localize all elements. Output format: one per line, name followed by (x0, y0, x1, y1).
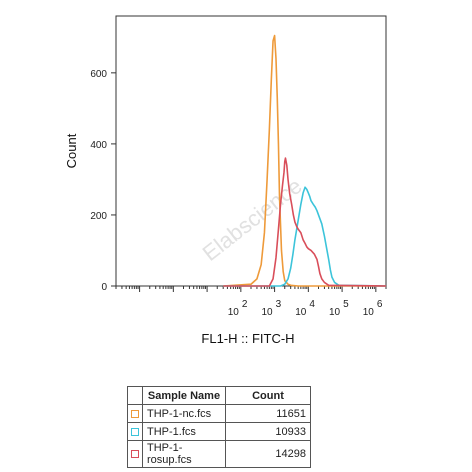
legend-row: THP-1.fcs 10933 (127, 422, 311, 441)
legend-swatch-thp1 (131, 427, 139, 436)
plot-frame (115, 15, 387, 287)
legend-header-sample-name: Sample Name (142, 386, 226, 405)
legend-row: THP-1-rosup.fcs 14298 (127, 440, 311, 468)
legend-header-color (127, 386, 143, 405)
legend-swatch-cell (127, 422, 143, 441)
legend-swatch-cell (127, 404, 143, 423)
legend-swatch-cell (127, 440, 143, 468)
series-line-0 (223, 34, 386, 287)
x-tick-exponent: 2 (242, 299, 248, 310)
series-line-2 (223, 157, 387, 287)
y-axis-title: Count (64, 133, 79, 168)
series-line-1 (223, 186, 387, 287)
legend-swatch-nc (131, 409, 139, 418)
y-tick-label: 600 (90, 69, 107, 80)
legend-table: Sample Name Count THP-1-nc.fcs 11651 THP… (127, 386, 311, 468)
y-tick-label: 400 (90, 140, 107, 151)
legend-count: 10933 (225, 422, 311, 441)
x-tick-exponent: 5 (343, 299, 349, 310)
x-tick-label: 10 (363, 307, 375, 318)
legend-header-row: Sample Name Count (127, 386, 311, 405)
legend-sample-name: THP-1.fcs (142, 422, 226, 441)
watermark-text: Elabscience (198, 173, 307, 266)
legend-swatch-rosup (131, 450, 139, 459)
x-axis-title: FL1-H :: FITC-H (201, 331, 294, 346)
x-tick-label: 10 (261, 307, 273, 318)
legend-sample-name: THP-1-rosup.fcs (142, 440, 226, 468)
y-tick-label: 0 (101, 282, 107, 293)
x-tick-label: 10 (329, 307, 341, 318)
legend-count: 14298 (225, 440, 311, 468)
legend-header-count: Count (225, 386, 311, 405)
legend-row: THP-1-nc.fcs 11651 (127, 404, 311, 423)
y-tick-label: 200 (90, 211, 107, 222)
x-tick-label: 10 (228, 307, 240, 318)
x-tick-exponent: 6 (377, 299, 383, 310)
legend-sample-name: THP-1-nc.fcs (142, 404, 226, 423)
x-tick-exponent: 3 (276, 299, 282, 310)
x-tick-label: 10 (295, 307, 307, 318)
x-tick-exponent: 4 (309, 299, 315, 310)
legend-count: 11651 (225, 404, 311, 423)
plot-area: Elabscience0200400600102103104105106FL1-… (64, 15, 387, 346)
